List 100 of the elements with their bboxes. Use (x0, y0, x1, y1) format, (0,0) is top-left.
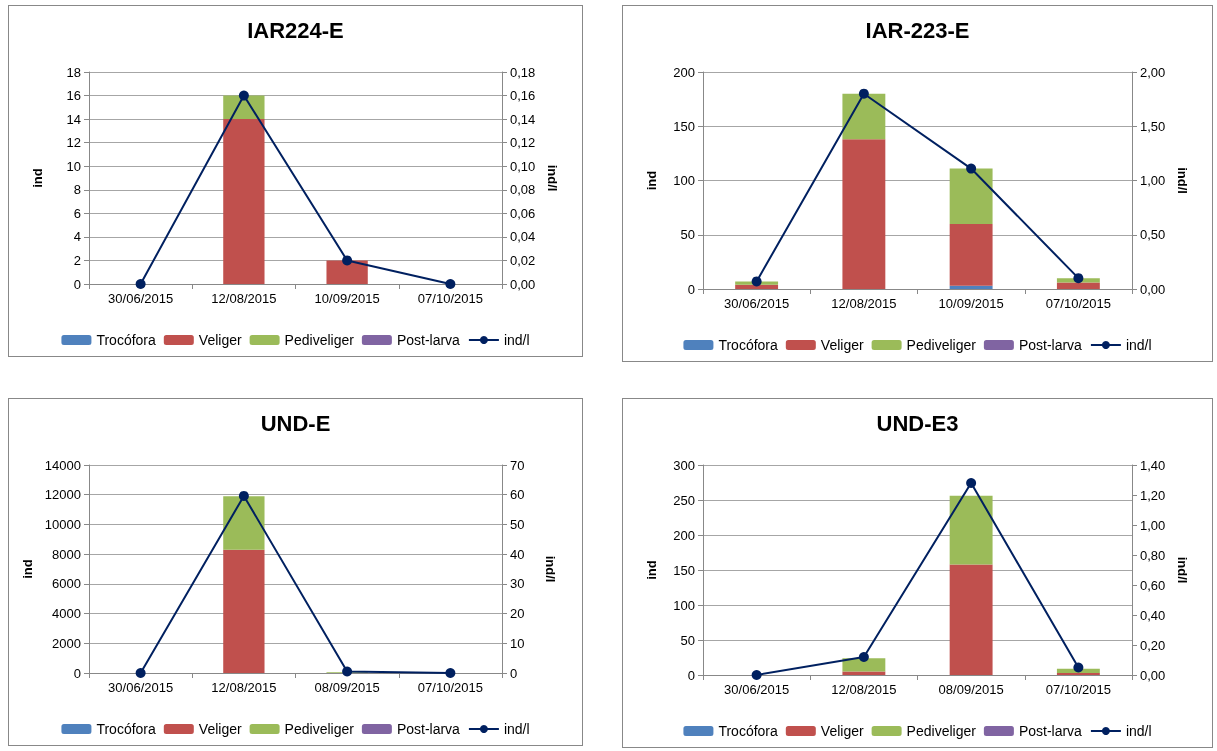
y-tick-label: 300 (673, 457, 695, 473)
x-tick-label: 07/10/2015 (1045, 296, 1111, 311)
y-tick-label: 0 (687, 281, 695, 297)
y-tick-label: 18 (66, 64, 81, 80)
y2-tick-label: 20 (510, 606, 525, 622)
bar (949, 285, 993, 289)
y-tick-label: 150 (673, 118, 695, 134)
y-tick-label: 50 (680, 632, 695, 648)
y-tick-label: 100 (673, 597, 695, 613)
x-tick-label: 08/09/2015 (938, 682, 1004, 697)
x-tick-label: 07/10/2015 (1045, 682, 1111, 697)
legend-label: Post-larva (396, 721, 461, 737)
bar (949, 223, 993, 286)
legend-label: Pediveliger (284, 721, 355, 737)
x-tick-label: 12/08/2015 (831, 682, 897, 697)
y2-tick-label: 0,08 (510, 182, 536, 198)
point (858, 652, 869, 662)
y-axis-title: ind (30, 168, 45, 188)
y-tick-label: 10000 (44, 516, 81, 532)
y2-axis-title: ind/l (543, 555, 558, 583)
bar (949, 564, 993, 675)
y-axis-title: ind (644, 170, 659, 191)
x-tick-label: 07/10/2015 (417, 680, 483, 695)
chart-title: UND-E3 (876, 410, 959, 436)
y-tick-label: 2000 (52, 635, 81, 651)
chart-title: IAR224-E (247, 17, 344, 43)
point (1073, 662, 1084, 673)
y2-tick-label: 50 (510, 516, 525, 532)
y-tick-label: 12 (66, 135, 81, 151)
y2-tick-label: 70 (510, 457, 525, 473)
legend-label: Veliger (820, 723, 864, 739)
bar (223, 496, 265, 550)
legend-label: Pediveliger (284, 332, 355, 348)
y2-tick-label: 0,18 (510, 64, 536, 80)
y2-tick-label: 60 (510, 487, 525, 503)
y-tick-label: 8 (73, 182, 81, 198)
y2-tick-label: 0,50 (1140, 227, 1166, 243)
legend-label: ind/l (1125, 337, 1152, 353)
point (342, 666, 353, 677)
y-tick-label: 150 (673, 562, 695, 578)
legend-label: Pediveliger (906, 337, 977, 353)
point (1073, 273, 1084, 284)
y-tick-label: 4000 (52, 606, 81, 622)
y-tick-label: 4 (73, 229, 81, 245)
bar (326, 260, 368, 284)
y-tick-label: 10 (66, 158, 81, 174)
point (858, 88, 869, 99)
bar (1056, 282, 1100, 289)
bar (842, 658, 886, 672)
y-axis-title: ind (644, 560, 659, 580)
bar (949, 168, 993, 224)
y2-tick-label: 1,40 (1140, 457, 1166, 473)
legend-label: Veliger (820, 337, 864, 353)
point (966, 163, 977, 174)
legend-label: Post-larva (1018, 723, 1083, 739)
legend-label: ind/l (503, 721, 530, 737)
legend-label: Veliger (198, 721, 242, 737)
y2-tick-label: 30 (510, 576, 525, 592)
legend-label: Post-larva (396, 332, 461, 348)
y-axis-title: ind (19, 559, 35, 579)
y2-tick-label: 0,14 (510, 111, 536, 127)
y2-tick-label: 10 (510, 635, 525, 651)
y2-tick-label: 0,02 (510, 252, 536, 268)
y2-tick-label: 1,00 (1140, 517, 1166, 533)
point (966, 478, 977, 488)
chart-title: UND-E (260, 410, 331, 436)
y2-tick-label: 1,00 (1140, 173, 1166, 188)
legend-label: Trocófora (718, 723, 779, 739)
x-tick-label: 07/10/2015 (417, 291, 483, 306)
bar (1056, 672, 1100, 675)
legend-label: Trocófora (718, 337, 779, 353)
y-tick-label: 100 (673, 173, 695, 188)
y-tick-label: 2 (73, 252, 81, 268)
y-tick-label: 0 (73, 665, 81, 681)
point (751, 276, 762, 287)
x-tick-label: 10/09/2015 (938, 296, 1004, 311)
y-tick-label: 6 (73, 205, 81, 221)
legend-label: Veliger (198, 332, 242, 348)
legend-label: Post-larva (1018, 337, 1083, 353)
bar (842, 139, 886, 289)
legend-label: ind/l (1125, 723, 1152, 739)
x-tick-label: 30/06/2015 (108, 291, 174, 306)
x-tick-label: 12/08/2015 (211, 680, 277, 695)
y2-tick-label: 1,20 (1140, 487, 1166, 503)
y-tick-label: 12000 (44, 487, 81, 503)
y2-tick-label: 0,04 (510, 229, 536, 245)
y2-axis-title: ind/l (1175, 167, 1191, 194)
y2-axis-title: ind/l (545, 164, 561, 192)
y2-tick-label: 0,40 (1140, 607, 1166, 623)
y-tick-label: 200 (673, 64, 695, 80)
y2-tick-label: 0 (510, 665, 518, 681)
chart-title: IAR-223-E (865, 17, 970, 43)
y2-tick-label: 0,00 (1140, 281, 1166, 297)
x-tick-label: 12/08/2015 (211, 291, 277, 306)
legend-label: Pediveliger (906, 723, 977, 739)
y-tick-label: 250 (673, 492, 695, 508)
y2-tick-label: 0,00 (510, 276, 536, 292)
y2-tick-label: 1,50 (1140, 118, 1166, 134)
x-tick-label: 10/09/2015 (314, 291, 380, 306)
point (445, 668, 456, 678)
